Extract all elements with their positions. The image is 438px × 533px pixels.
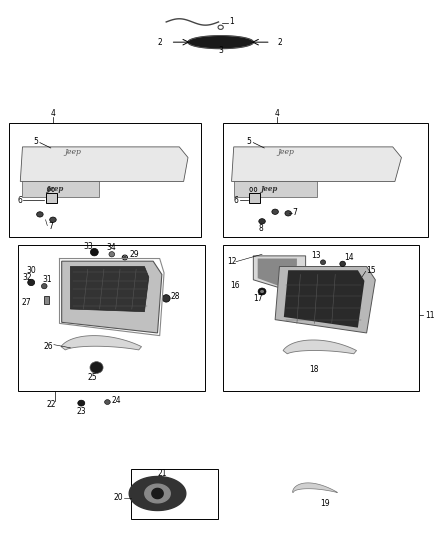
Polygon shape [258, 259, 297, 288]
Polygon shape [232, 147, 402, 181]
Text: Jeep: Jeep [64, 148, 81, 156]
Text: 11: 11 [425, 311, 435, 320]
Text: 13: 13 [312, 252, 321, 260]
Ellipse shape [90, 248, 98, 256]
Text: 23: 23 [77, 407, 86, 416]
Text: Jeep: Jeep [260, 185, 277, 193]
Text: 2: 2 [157, 38, 162, 47]
Ellipse shape [259, 219, 265, 224]
Text: 16: 16 [231, 280, 240, 289]
Bar [18, 245, 205, 391]
Text: 32: 32 [22, 273, 32, 281]
Bar [44, 296, 49, 304]
Bar [249, 193, 260, 203]
Text: 12: 12 [227, 257, 237, 265]
Text: 8: 8 [258, 224, 263, 233]
Text: 2: 2 [277, 38, 282, 47]
Polygon shape [145, 484, 170, 503]
Ellipse shape [260, 290, 264, 293]
Ellipse shape [37, 212, 43, 217]
Ellipse shape [109, 252, 115, 257]
Text: 6: 6 [234, 196, 239, 205]
Text: 6: 6 [18, 196, 22, 205]
Ellipse shape [105, 400, 110, 405]
Ellipse shape [90, 362, 103, 373]
Ellipse shape [49, 217, 56, 222]
Text: 18: 18 [310, 365, 319, 374]
Text: 29: 29 [129, 250, 139, 259]
Polygon shape [253, 256, 306, 290]
Polygon shape [275, 266, 375, 333]
Ellipse shape [124, 256, 126, 259]
Text: 4: 4 [275, 109, 280, 118]
Polygon shape [188, 36, 253, 49]
Text: 14: 14 [344, 253, 353, 262]
Polygon shape [293, 483, 338, 492]
Text: 7: 7 [49, 222, 53, 231]
Text: 24: 24 [112, 397, 121, 406]
Text: 5: 5 [33, 137, 38, 146]
Text: 30: 30 [27, 266, 37, 274]
Polygon shape [71, 266, 149, 312]
Polygon shape [234, 181, 317, 197]
Text: 4: 4 [50, 109, 55, 118]
Polygon shape [283, 340, 357, 354]
Polygon shape [61, 336, 141, 350]
Bar [131, 469, 219, 519]
Ellipse shape [285, 211, 291, 216]
Polygon shape [20, 147, 188, 181]
Text: Jeep: Jeep [278, 148, 294, 156]
Text: 3: 3 [218, 46, 223, 55]
Text: 5: 5 [247, 137, 252, 146]
Text: 21: 21 [157, 469, 166, 478]
Ellipse shape [28, 279, 35, 286]
Text: 22: 22 [46, 400, 56, 409]
Text: 28: 28 [170, 292, 180, 301]
Bar [223, 123, 427, 237]
Polygon shape [152, 488, 163, 498]
Text: 34: 34 [107, 243, 117, 252]
Polygon shape [22, 181, 99, 197]
Text: 31: 31 [42, 275, 52, 284]
Text: 15: 15 [367, 266, 376, 274]
Ellipse shape [340, 261, 346, 266]
Bar [9, 123, 201, 237]
Ellipse shape [42, 284, 47, 289]
Text: 33: 33 [84, 243, 93, 252]
Polygon shape [129, 477, 186, 511]
Text: 19: 19 [321, 498, 330, 507]
Text: 17: 17 [253, 294, 263, 303]
Ellipse shape [78, 400, 85, 406]
Polygon shape [284, 270, 364, 328]
Ellipse shape [258, 288, 266, 295]
Bar [46, 193, 57, 203]
Text: 7: 7 [293, 208, 297, 217]
Text: Jeep: Jeep [46, 185, 64, 193]
Text: 20: 20 [113, 493, 123, 502]
Polygon shape [62, 261, 162, 333]
Ellipse shape [272, 209, 279, 214]
Ellipse shape [321, 260, 325, 265]
Text: 27: 27 [21, 297, 31, 306]
Text: 25: 25 [87, 373, 97, 382]
Text: 26: 26 [43, 342, 53, 351]
Bar [223, 245, 419, 391]
Ellipse shape [162, 295, 170, 302]
Text: 1: 1 [230, 18, 234, 27]
